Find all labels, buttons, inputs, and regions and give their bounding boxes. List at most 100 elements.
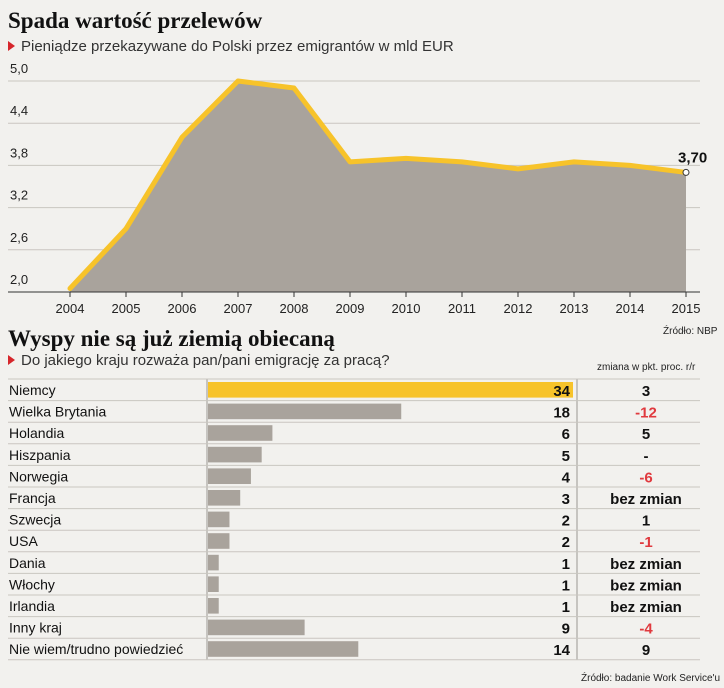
category-label: Hiszpania (9, 447, 71, 463)
x-tick-label: 2007 (224, 301, 253, 316)
change-label: 1 (642, 513, 650, 530)
y-tick-label: 2,6 (10, 230, 28, 245)
value-label: 18 (553, 405, 570, 422)
x-tick-label: 2009 (336, 301, 365, 316)
chart2-title: Wyspy nie są już ziemią obiecaną (8, 326, 335, 351)
x-tick-label: 2004 (56, 301, 85, 316)
x-tick-label: 2011 (448, 301, 476, 316)
change-label: -4 (639, 621, 653, 638)
y-tick-label: 5,0 (10, 61, 28, 76)
change-label: bez zmian (610, 556, 682, 573)
y-tick-label: 3,8 (10, 145, 28, 160)
chart2-subtitle-text: Do jakiego kraju rozważa pan/pani emigra… (21, 352, 390, 369)
bar (208, 554, 219, 571)
table-row: Niemcy 34 3 (8, 382, 700, 402)
value-label: 3 (562, 491, 570, 508)
value-label: 14 (553, 642, 570, 659)
category-label: Francja (9, 490, 56, 506)
category-label: Wielka Brytania (9, 404, 106, 420)
table-row: Irlandia 1 bez zmian (8, 598, 700, 618)
y-tick-label: 4,4 (10, 103, 28, 118)
x-tick-label: 2010 (392, 301, 421, 316)
table-row: Wielka Brytania 18 -12 (8, 403, 700, 423)
category-label: USA (9, 533, 38, 549)
change-column-header: zmiana w pkt. proc. r/r (597, 362, 696, 373)
change-label: -1 (639, 534, 652, 551)
change-label: bez zmian (610, 599, 682, 616)
x-tick-label: 2015 (672, 301, 701, 316)
value-label: 6 (562, 426, 570, 443)
category-label: Niemcy (9, 382, 56, 398)
x-tick-label: 2012 (504, 301, 533, 316)
y-tick-label: 2,0 (10, 272, 28, 287)
table-row: Norwegia 4 -6 (8, 468, 700, 488)
value-label: 5 (562, 448, 570, 465)
bar (208, 576, 219, 592)
bar (208, 425, 273, 441)
bar (208, 641, 359, 657)
change-label: 5 (642, 426, 650, 443)
table-row: USA 2 -1 (8, 533, 700, 553)
bar (208, 490, 241, 506)
triangle-marker-icon (8, 355, 15, 366)
x-tick-label: 2006 (168, 301, 197, 316)
value-label: 1 (562, 599, 570, 616)
chart1-title: Spada wartość przelewów (8, 8, 263, 33)
bar (208, 619, 305, 636)
category-label: Nie wiem/trudno powiedzieć (9, 641, 183, 657)
x-tick-label: 2014 (616, 301, 645, 316)
bar (208, 533, 230, 549)
change-label: -6 (639, 469, 652, 486)
category-label: Szwecja (9, 512, 61, 528)
category-label: Dania (9, 555, 46, 571)
chart2-source: Źródło: badanie Work Service'u (581, 673, 721, 684)
value-label: 1 (562, 556, 570, 573)
x-tick-label: 2005 (112, 301, 141, 316)
line-chart: 5,0 4,4 3,8 3,2 2,6 2,0 3,70 2004 2005 2006 2007 20… (8, 61, 707, 316)
table-row: Holandia 6 5 (8, 425, 700, 445)
value-label: 34 (553, 383, 570, 400)
table-row: Dania 1 bez zmian (8, 554, 700, 574)
y-tick-label: 3,2 (10, 188, 28, 203)
table-row: Inny kraj 9 -4 (8, 619, 700, 639)
value-label: 4 (562, 469, 571, 486)
change-label: - (644, 448, 649, 465)
category-label: Włochy (9, 576, 55, 592)
value-label: 1 (562, 577, 570, 594)
end-value-label: 3,70 (678, 149, 707, 166)
change-label: bez zmian (610, 491, 682, 508)
triangle-marker-icon (8, 41, 15, 52)
bar (208, 468, 251, 484)
chart1-source: Źródło: NBP (663, 326, 718, 337)
category-label: Irlandia (9, 598, 55, 614)
x-tick-label: 2013 (560, 301, 589, 316)
table-row: Hiszpania 5 - (8, 446, 700, 466)
bar (208, 446, 262, 463)
table-row: Francja 3 bez zmian (8, 490, 700, 510)
value-label: 2 (562, 513, 570, 530)
chart1-subtitle: Pieniądze przekazywane do Polski przez e… (8, 38, 454, 55)
change-label: -12 (635, 405, 657, 422)
bar (208, 511, 230, 528)
change-label: 3 (642, 383, 650, 400)
x-tick-label: 2008 (280, 301, 309, 316)
value-label: 9 (562, 621, 570, 638)
area-fill (70, 81, 686, 292)
table-row: Włochy 1 bez zmian (8, 576, 700, 596)
change-label: bez zmian (610, 577, 682, 594)
data-point (682, 168, 690, 176)
table-row: Nie wiem/trudno powiedzieć 14 9 (8, 641, 700, 661)
table-row: Szwecja 2 1 (8, 512, 700, 531)
change-label: 9 (642, 642, 650, 659)
series-line (67, 78, 689, 291)
bar (208, 598, 219, 614)
chart1-subtitle-text: Pieniądze przekazywane do Polski przez e… (21, 38, 454, 55)
value-label: 2 (562, 534, 570, 551)
bar (208, 382, 573, 398)
category-label: Holandia (9, 425, 64, 441)
category-label: Norwegia (9, 468, 68, 484)
category-label: Inny kraj (9, 620, 62, 636)
chart2-subtitle: Do jakiego kraju rozważa pan/pani emigra… (8, 352, 390, 369)
bar (208, 403, 402, 420)
